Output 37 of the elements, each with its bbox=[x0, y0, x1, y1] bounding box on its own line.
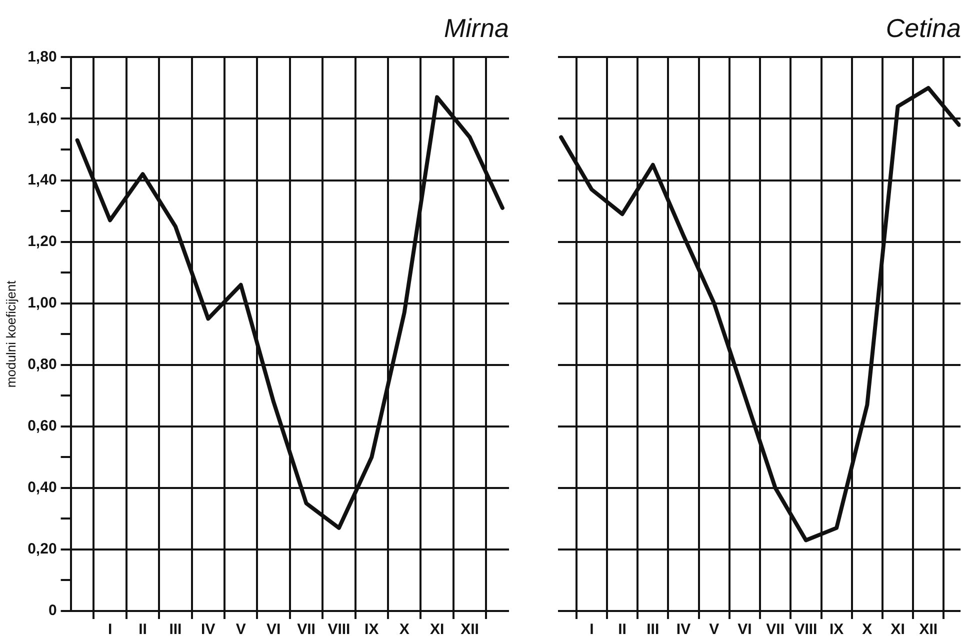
y-tick-label: 1,40 bbox=[28, 171, 57, 188]
y-tick-label: 1,60 bbox=[28, 110, 57, 127]
chart-title: Mirna bbox=[444, 12, 509, 43]
x-tick-label: X bbox=[399, 621, 410, 638]
y-tick-label: 1,00 bbox=[28, 294, 57, 312]
x-tick-label: III bbox=[169, 621, 182, 638]
x-tick-label: II bbox=[138, 621, 147, 638]
x-tick-label: IX bbox=[364, 621, 379, 638]
x-tick-label: I bbox=[108, 621, 112, 638]
x-tick-label: VII bbox=[297, 621, 316, 638]
y-tick-label: 0,20 bbox=[28, 540, 57, 558]
x-tick-label: V bbox=[709, 621, 720, 638]
x-tick-label: IV bbox=[676, 621, 691, 638]
x-tick-label: XII bbox=[919, 621, 938, 638]
x-tick-label: X bbox=[862, 621, 872, 638]
y-tick-label: 0,80 bbox=[28, 356, 57, 374]
x-tick-label: VIII bbox=[794, 621, 818, 638]
y-tick-label: 0 bbox=[48, 602, 57, 620]
x-tick-label: XI bbox=[430, 621, 444, 638]
y-tick-label: 1,20 bbox=[28, 232, 57, 250]
x-tick-label: II bbox=[618, 621, 626, 638]
x-tick-label: XII bbox=[460, 621, 479, 638]
x-tick-label: IV bbox=[201, 621, 216, 638]
x-tick-label: I bbox=[590, 621, 594, 638]
x-tick-label: VII bbox=[766, 621, 785, 638]
x-tick-label: IX bbox=[829, 621, 844, 638]
y-tick-label: 1,80 bbox=[28, 48, 57, 66]
chart-title: Cetina bbox=[886, 12, 961, 43]
x-tick-label: V bbox=[236, 621, 246, 638]
x-tick-label: VIII bbox=[328, 621, 350, 638]
x-tick-label: III bbox=[646, 621, 660, 638]
y-axis-title: modulni koeficijent bbox=[3, 280, 18, 388]
y-tick-label: 0,40 bbox=[28, 479, 57, 496]
x-tick-label: VI bbox=[266, 621, 281, 638]
y-tick-label: 0,60 bbox=[28, 418, 57, 435]
x-tick-label: XI bbox=[890, 621, 905, 638]
x-tick-label: VI bbox=[738, 621, 752, 638]
